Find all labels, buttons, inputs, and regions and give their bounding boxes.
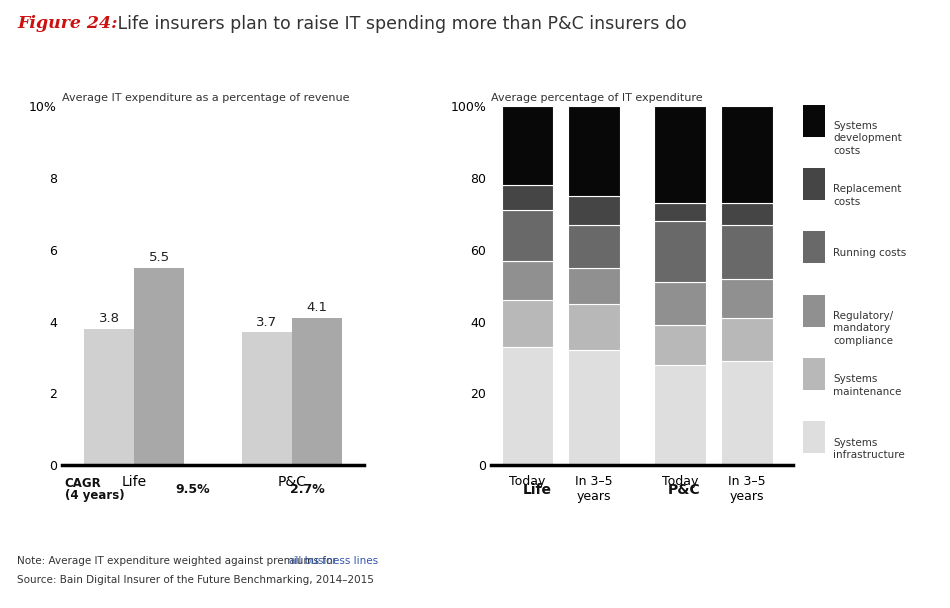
- Bar: [568, 268, 619, 304]
- Text: Replacement
costs: Replacement costs: [833, 184, 902, 207]
- Text: (4 years): (4 years): [65, 489, 124, 502]
- Bar: [568, 350, 619, 465]
- Bar: [502, 300, 554, 347]
- Text: Systems
maintenance: Systems maintenance: [833, 374, 902, 396]
- Text: 9.5%: 9.5%: [176, 483, 210, 496]
- Bar: [655, 203, 706, 221]
- Bar: [568, 304, 619, 350]
- Bar: [721, 106, 772, 203]
- Bar: [655, 106, 706, 203]
- Text: Average percentage of IT expenditure: Average percentage of IT expenditure: [491, 93, 703, 103]
- Bar: [502, 210, 554, 261]
- Bar: [134, 268, 184, 465]
- Bar: [803, 231, 825, 263]
- Text: Figure 24:: Figure 24:: [17, 15, 118, 32]
- Text: 5.5: 5.5: [148, 251, 169, 264]
- Bar: [803, 105, 825, 137]
- Text: CAGR: CAGR: [65, 477, 102, 490]
- Bar: [721, 361, 772, 465]
- Bar: [655, 325, 706, 365]
- Text: Average IT expenditure as a percentage of revenue: Average IT expenditure as a percentage o…: [62, 93, 350, 103]
- Bar: [655, 282, 706, 325]
- Text: 3.7: 3.7: [256, 316, 277, 329]
- Bar: [502, 347, 554, 465]
- Text: Source: Bain Digital Insurer of the Future Benchmarking, 2014–2015: Source: Bain Digital Insurer of the Futu…: [17, 575, 374, 584]
- Text: Systems
infrastructure: Systems infrastructure: [833, 438, 904, 460]
- Text: 3.8: 3.8: [99, 313, 120, 325]
- Bar: [568, 225, 619, 268]
- Bar: [721, 225, 772, 278]
- Bar: [803, 358, 825, 390]
- Bar: [292, 318, 342, 465]
- Bar: [655, 221, 706, 282]
- Text: Regulatory/
mandatory
compliance: Regulatory/ mandatory compliance: [833, 311, 893, 345]
- Bar: [803, 421, 825, 454]
- Bar: [85, 329, 134, 465]
- Bar: [242, 333, 292, 465]
- Text: Life insurers plan to raise IT spending more than P&C insurers do: Life insurers plan to raise IT spending …: [112, 15, 687, 33]
- Text: Running costs: Running costs: [833, 247, 906, 258]
- Bar: [502, 185, 554, 210]
- Text: Note: Average IT expenditure weighted against premiums for: Note: Average IT expenditure weighted ag…: [17, 556, 340, 566]
- Text: Life: Life: [522, 483, 551, 497]
- Bar: [803, 294, 825, 327]
- Bar: [655, 365, 706, 465]
- Text: P&C: P&C: [668, 483, 700, 497]
- Bar: [721, 203, 772, 225]
- Text: 4.1: 4.1: [306, 302, 327, 314]
- Bar: [502, 261, 554, 300]
- Text: all business lines: all business lines: [289, 556, 378, 566]
- Bar: [502, 106, 554, 185]
- Text: Systems
development
costs: Systems development costs: [833, 121, 902, 156]
- Bar: [568, 196, 619, 225]
- Text: Q: “What share of your IT spending goes to which components?”: Q: “What share of your IT spending goes …: [220, 71, 731, 86]
- Text: 2.7%: 2.7%: [290, 483, 325, 496]
- Bar: [721, 318, 772, 361]
- Bar: [568, 106, 619, 196]
- Bar: [803, 168, 825, 200]
- Bar: [721, 278, 772, 318]
